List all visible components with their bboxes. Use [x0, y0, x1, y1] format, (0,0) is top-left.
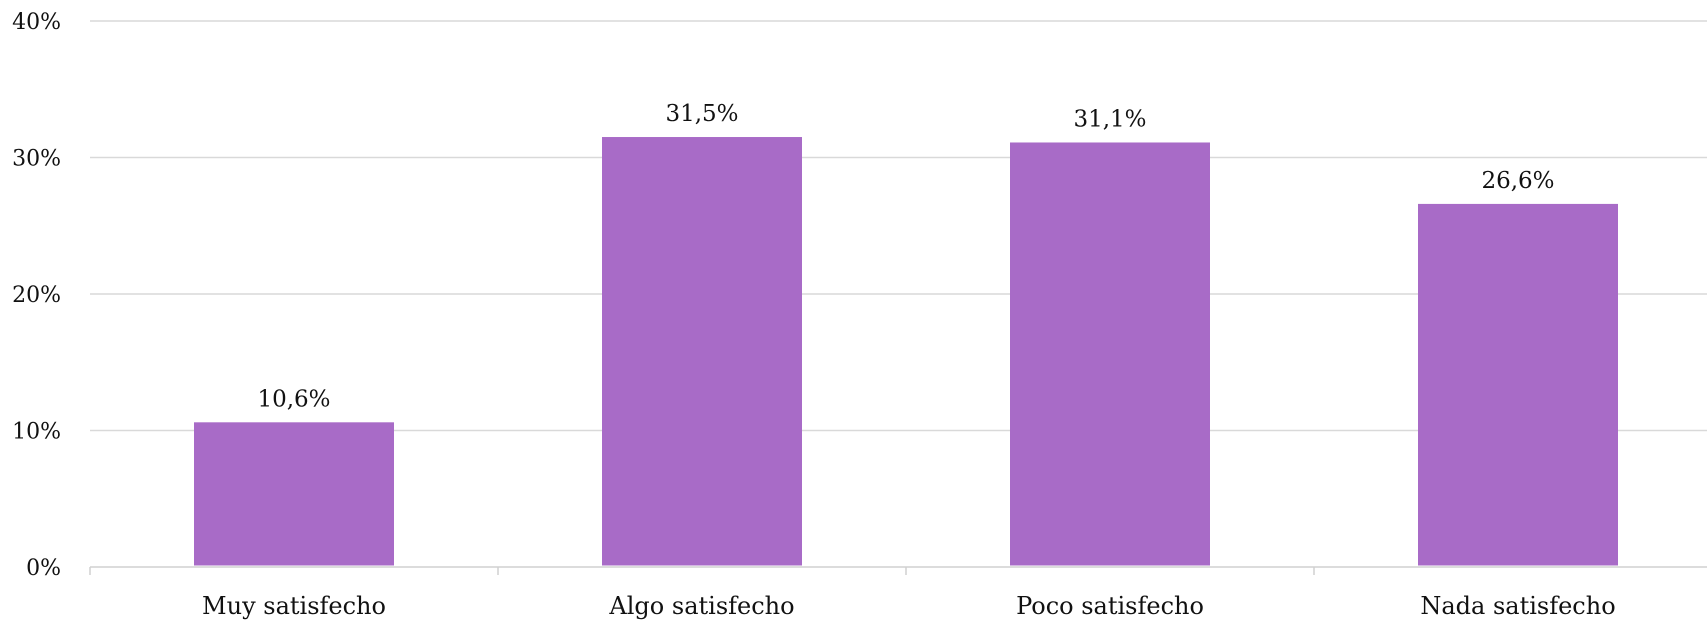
y-tick-label: 40%: [12, 10, 61, 35]
data-labels: 10,6% 31,5% 31,1% 26,6%: [257, 101, 1554, 412]
y-tick-label: 10%: [12, 420, 61, 445]
y-axis-tick-labels: 0% 10% 20% 30% 40%: [12, 10, 61, 581]
y-tick-label: 30%: [12, 147, 61, 172]
data-label: 26,6%: [1481, 168, 1554, 194]
y-tick-label: 0%: [26, 556, 61, 581]
category-label: Poco satisfecho: [1016, 592, 1204, 620]
bar-4: [1418, 203, 1618, 566]
bars: [194, 137, 1618, 566]
bar-2: [602, 137, 802, 566]
data-label: 10,6%: [257, 386, 330, 412]
y-tick-label: 20%: [12, 283, 61, 308]
data-label: 31,1%: [1073, 106, 1146, 132]
category-label: Algo satisfecho: [608, 592, 794, 620]
category-label: Muy satisfecho: [202, 592, 386, 620]
category-labels: Muy satisfecho Algo satisfecho Poco satisf…: [202, 592, 1616, 620]
bar-3: [1010, 142, 1210, 566]
category-label: Nada satisfecho: [1420, 592, 1615, 620]
bar-1: [194, 422, 394, 566]
data-label: 31,5%: [665, 101, 738, 127]
x-axis: [89, 566, 1707, 575]
